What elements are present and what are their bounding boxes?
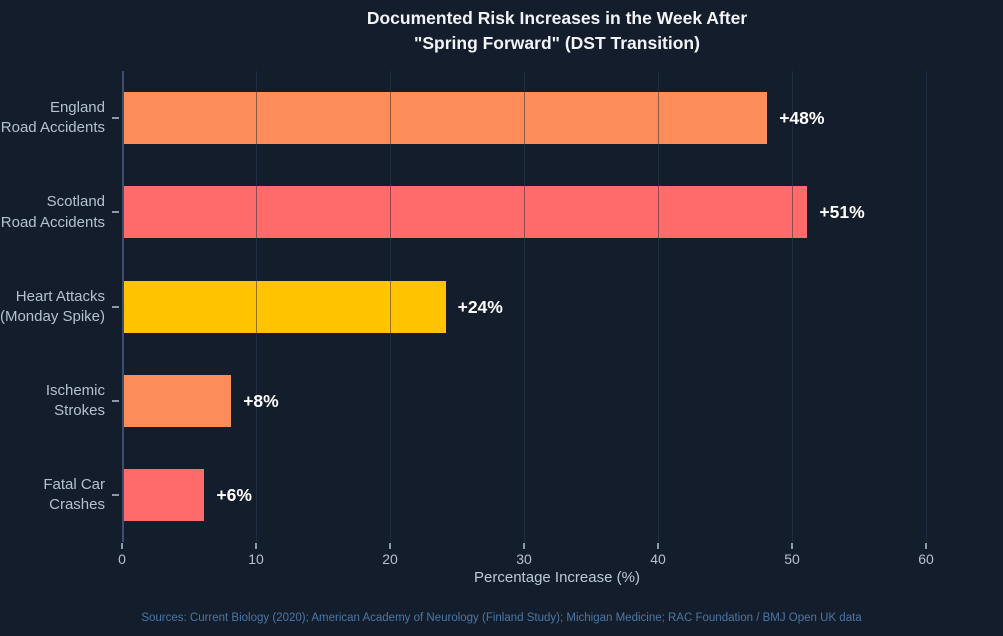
grid-line-overlay	[256, 71, 257, 542]
x-tick	[121, 543, 123, 549]
x-tick	[523, 543, 525, 549]
category-label: Heart Attacks (Monday Spike)	[0, 287, 105, 325]
bar	[124, 280, 446, 333]
x-tick-label: 10	[248, 551, 264, 567]
bar-value-label: +8%	[243, 390, 279, 411]
bar	[124, 374, 232, 427]
x-tick-label: 20	[382, 551, 398, 567]
x-tick	[255, 543, 257, 549]
x-tick	[791, 543, 793, 549]
grid-line	[658, 71, 659, 542]
x-tick-label: 30	[516, 551, 532, 567]
bar-value-label: +6%	[216, 484, 252, 505]
bar	[124, 186, 808, 239]
category-label: Scotland Road Accidents	[0, 193, 105, 231]
x-tick-label: 0	[118, 551, 126, 567]
grid-line	[524, 71, 525, 542]
grid-line	[792, 71, 793, 542]
x-tick	[657, 543, 659, 549]
x-tick-label: 40	[650, 551, 666, 567]
grid-line-overlay	[390, 71, 391, 542]
y-tick	[112, 305, 119, 308]
x-axis-label: Percentage Increase (%)	[474, 569, 640, 586]
bar-value-label: +24%	[457, 296, 503, 317]
category-label: England Road Accidents	[0, 98, 105, 137]
sources-footer: Sources: Current Biology (2020); America…	[141, 612, 862, 624]
grid-line-overlay	[792, 71, 793, 542]
grid-line	[926, 71, 927, 542]
y-tick	[112, 211, 119, 214]
x-tick-label: 60	[918, 551, 934, 567]
category-label: Fatal Car Crashes	[43, 475, 105, 513]
category-label: Ischemic Strokes	[45, 381, 105, 419]
x-tick	[925, 543, 927, 549]
chart-title: Documented Risk Increases in the Week Af…	[366, 8, 748, 54]
y-axis-spine	[122, 71, 124, 542]
grid-line-overlay	[524, 71, 525, 542]
bar-value-label: +51%	[819, 202, 865, 223]
bar	[124, 92, 768, 145]
bar	[124, 468, 205, 521]
grid-line-overlay	[658, 71, 659, 542]
y-tick	[112, 117, 119, 120]
x-tick-label: 50	[784, 551, 800, 567]
bar-value-label: +48%	[779, 108, 825, 129]
y-tick	[112, 399, 119, 402]
y-tick	[112, 493, 119, 496]
plot-area: Percentage Increase (%) 0 10 20 30 40 50 60 +48…	[0, 71, 992, 586]
grid-line-overlay	[926, 71, 927, 542]
x-tick	[389, 543, 391, 549]
